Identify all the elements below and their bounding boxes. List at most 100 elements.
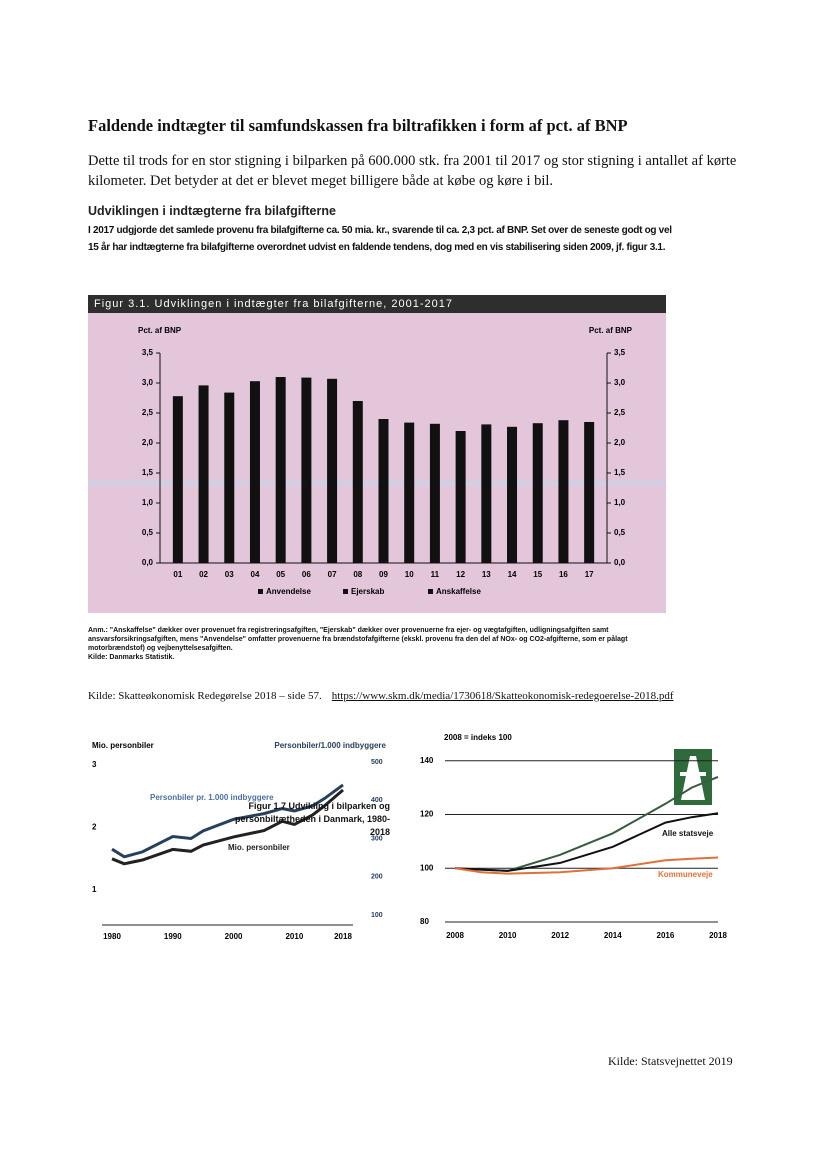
y-tick-label: 2,5 [142,408,154,417]
figure-header [88,295,666,313]
source-text: Kilde: Skatteøkonomisk Redegørelse 2018 … [88,690,322,702]
bar [507,426,518,563]
subheading: Udviklingen i indtægterne fra bilafgifte… [88,204,336,218]
x-tick-label: 16 [559,570,568,579]
x-tick-label: 2010 [285,932,303,941]
series-label: Kommuneveje [658,870,713,879]
x-tick-label: 2018 [709,931,727,940]
y-tick-label: 3,0 [142,378,154,387]
chart-title: 2008 = indeks 100 [444,733,512,742]
x-tick-label: 17 [585,570,594,579]
bar [327,378,338,563]
y2-tick-label: 1,0 [614,498,626,507]
y2-tick-label: 0,0 [614,558,626,567]
x-tick-label: 12 [456,570,465,579]
x-tick-label: 14 [508,570,517,579]
x-tick-label: 2000 [225,932,243,941]
heading: Faldende indtægter til samfundskassen fr… [88,116,628,135]
x-tick-label: 02 [199,570,208,579]
series-label: Personbiler pr. 1.000 indbyggere [150,793,274,802]
series-label: Alle statsveje [662,829,714,838]
scan-band [88,480,666,486]
y-tick-label: 0,5 [142,528,154,537]
y-tick-label: 140 [420,756,434,765]
bar [584,422,595,563]
x-tick-label: 2018 [334,932,352,941]
y2-tick-label: 3,5 [614,348,626,357]
y2-tick-label: 400 [371,797,383,804]
figure-panel [88,295,666,613]
legend-label: Anskaffelse [436,587,481,596]
y-tick-label: 120 [420,810,434,819]
y-tick-label: 3,5 [142,348,154,357]
bar [378,419,389,563]
bar [224,392,235,563]
x-tick-label: 07 [328,570,337,579]
motorway-sign [672,747,714,807]
y2-tick-label: 200 [371,874,383,881]
x-tick-label: 03 [225,570,234,579]
series-line [454,812,719,872]
bar [455,431,466,563]
y-tick-label: 0,0 [142,558,154,567]
bar [558,420,569,563]
x-tick-label: 1990 [164,932,182,941]
y2-tick-label: 2,5 [614,408,626,417]
x-tick-label: 2016 [657,931,675,940]
legend-swatch [343,589,348,594]
y2-axis-label: Personbiler/1.000 indbyggere [274,741,386,750]
y-tick-label: 1,0 [142,498,154,507]
legend-swatch [428,589,433,594]
source-line-2: Kilde: Statsvejnettet 2019 [608,1054,733,1068]
bar [352,401,363,563]
x-tick-label: 11 [431,570,440,579]
y2-tick-label: 100 [371,912,383,919]
y2-tick-label: 2,0 [614,438,626,447]
y2-tick-label: 1,5 [614,468,626,477]
x-tick-label: 10 [405,570,414,579]
y2-tick-label: 3,0 [614,378,626,387]
body-paragraph: I 2017 udgjorde det samlede provenu fra … [88,225,672,253]
x-tick-label: 09 [379,570,388,579]
x-tick-label: 01 [173,570,182,579]
bar [172,396,183,563]
bar [429,423,440,563]
y-tick-label: 2,0 [142,438,154,447]
y-tick-label: 100 [420,863,434,872]
x-tick-label: 08 [353,570,362,579]
note-text: Anm.: "Anskaffelse" dækker over provenue… [88,627,628,652]
y2-tick-label: 500 [371,759,383,766]
x-tick-label: 2010 [499,931,517,940]
y-tick-label: 1 [92,885,97,894]
bar [532,423,543,563]
source-link[interactable]: https://www.skm.dk/media/1730618/Skatteo… [331,690,674,702]
series-line [111,788,344,866]
y-axis-label: Pct. af BNP [138,326,182,335]
bar [275,377,286,563]
bar [481,424,492,563]
bar [301,377,312,563]
legend-label: Ejerskab [351,587,384,596]
figure-title: Figur 3.1. Udviklingen i indtægter fra b… [94,298,453,310]
y2-tick-label: 0,5 [614,528,626,537]
note-source: Kilde: Danmarks Statistik. [88,654,175,661]
legend-swatch [258,589,263,594]
y-tick-label: 80 [420,917,429,926]
x-tick-label: 04 [251,570,260,579]
y-axis-label: Mio. personbiler [92,741,154,750]
x-tick-label: 15 [533,570,542,579]
y-tick-label: 2 [92,823,97,832]
series-line [111,783,344,859]
bar [198,385,209,563]
figure-caption: Figur 1.7 Udvikling i bilparken og perso… [234,801,390,837]
source-line: Kilde: Skatteøkonomisk Redegørelse 2018 … [88,690,673,702]
series-label: Mio. personbiler [228,843,290,852]
x-tick-label: 2014 [604,931,622,940]
legend-label: Anvendelse [266,587,311,596]
x-tick-label: 2012 [551,931,569,940]
x-tick-label: 2008 [446,931,464,940]
x-tick-label: 1980 [103,932,121,941]
y2-tick-label: 300 [371,835,383,842]
